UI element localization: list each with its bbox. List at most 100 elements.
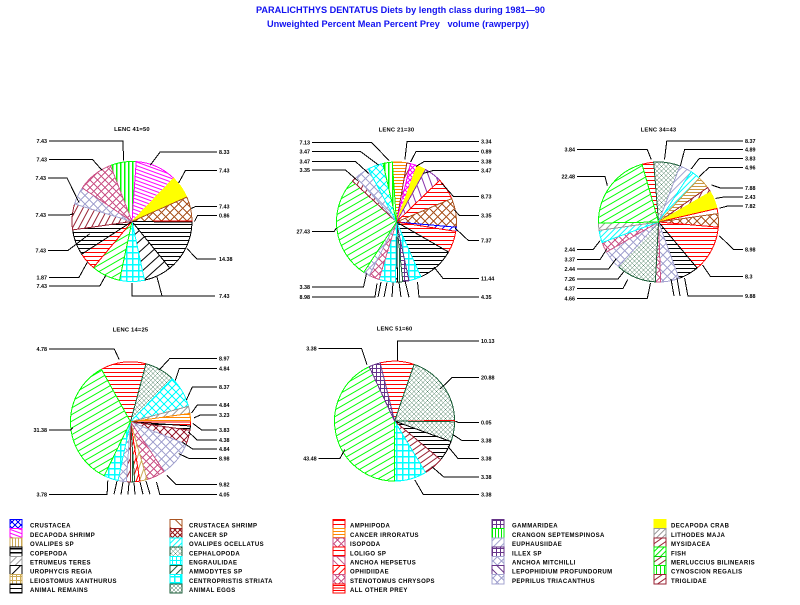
svg-text:ENGRAULIDAE: ENGRAULIDAE bbox=[189, 561, 237, 567]
svg-text:LENC 41=50: LENC 41=50 bbox=[114, 127, 150, 133]
svg-text:9.82: 9.82 bbox=[219, 483, 230, 489]
svg-text:TRIGLIDAE: TRIGLIDAE bbox=[671, 579, 707, 585]
svg-text:LENC 14=25: LENC 14=25 bbox=[113, 327, 149, 333]
svg-text:CENTROPRISTIS STRIATA: CENTROPRISTIS STRIATA bbox=[189, 579, 273, 585]
svg-text:COPEPODA: COPEPODA bbox=[30, 551, 68, 557]
svg-text:0.86: 0.86 bbox=[219, 213, 230, 219]
svg-text:7.82: 7.82 bbox=[745, 204, 756, 210]
svg-text:3.37: 3.37 bbox=[565, 258, 576, 264]
svg-text:8.98: 8.98 bbox=[300, 295, 311, 301]
svg-text:3.84: 3.84 bbox=[565, 148, 576, 154]
svg-text:7.43: 7.43 bbox=[37, 157, 48, 163]
svg-text:11.44: 11.44 bbox=[481, 276, 494, 282]
svg-text:MYSIDACEA: MYSIDACEA bbox=[671, 542, 711, 548]
svg-text:7.43: 7.43 bbox=[219, 294, 230, 300]
svg-text:3.47: 3.47 bbox=[481, 168, 492, 174]
svg-text:2.43: 2.43 bbox=[745, 195, 756, 201]
svg-text:8.3: 8.3 bbox=[745, 275, 753, 281]
svg-text:ANCHOA HEPSETUS: ANCHOA HEPSETUS bbox=[350, 561, 416, 567]
svg-text:2.44: 2.44 bbox=[565, 267, 576, 273]
svg-text:0.05: 0.05 bbox=[481, 421, 492, 427]
svg-text:FISH: FISH bbox=[671, 551, 686, 557]
svg-text:4.84: 4.84 bbox=[219, 367, 230, 373]
svg-text:3.47: 3.47 bbox=[300, 150, 311, 156]
svg-text:31.38: 31.38 bbox=[34, 428, 48, 434]
svg-text:22.48: 22.48 bbox=[562, 175, 576, 181]
svg-text:LOLIGO SP: LOLIGO SP bbox=[350, 551, 386, 557]
svg-text:LENC 34=43: LENC 34=43 bbox=[641, 128, 677, 134]
svg-text:4.96: 4.96 bbox=[745, 166, 756, 172]
svg-text:8.97: 8.97 bbox=[219, 357, 230, 363]
svg-text:ILLEX SP: ILLEX SP bbox=[512, 551, 542, 557]
svg-text:7.43: 7.43 bbox=[36, 249, 47, 255]
svg-text:MERLUCCIUS BILINEARIS: MERLUCCIUS BILINEARIS bbox=[671, 561, 755, 567]
svg-text:LENC 21=30: LENC 21=30 bbox=[379, 128, 415, 134]
svg-text:GAMMARIDEA: GAMMARIDEA bbox=[512, 524, 558, 530]
svg-text:3.78: 3.78 bbox=[37, 492, 48, 498]
svg-text:3.35: 3.35 bbox=[300, 168, 311, 174]
svg-text:8.37: 8.37 bbox=[219, 385, 230, 391]
svg-text:OVALIPES SP: OVALIPES SP bbox=[30, 542, 74, 548]
svg-text:PEPRILUS TRIACANTHUS: PEPRILUS TRIACANTHUS bbox=[512, 579, 595, 585]
svg-text:3.34: 3.34 bbox=[481, 140, 492, 146]
svg-text:ETRUMEUS TERES: ETRUMEUS TERES bbox=[30, 561, 91, 567]
svg-text:ANCHOA MITCHILLI: ANCHOA MITCHILLI bbox=[512, 561, 576, 567]
svg-text:3.38: 3.38 bbox=[481, 475, 492, 481]
svg-text:CYNOSCION REGALIS: CYNOSCION REGALIS bbox=[671, 570, 742, 576]
svg-text:7.43: 7.43 bbox=[219, 204, 230, 210]
svg-text:CEPHALOPODA: CEPHALOPODA bbox=[189, 551, 240, 557]
svg-text:Unweighted Percent Mean Percen: Unweighted Percent Mean Percent Prey vol… bbox=[267, 19, 529, 30]
svg-text:7.88: 7.88 bbox=[745, 186, 756, 192]
svg-text:3.38: 3.38 bbox=[481, 457, 492, 463]
svg-text:LEPOPHIDIUM PROFUNDORUM: LEPOPHIDIUM PROFUNDORUM bbox=[512, 570, 613, 576]
svg-text:3.83: 3.83 bbox=[219, 428, 230, 434]
svg-text:ALL OTHER PREY: ALL OTHER PREY bbox=[350, 588, 408, 594]
svg-text:4.37: 4.37 bbox=[565, 287, 576, 293]
svg-text:EUPHAUSIIDAE: EUPHAUSIIDAE bbox=[512, 542, 562, 548]
svg-text:AMMODYTES SP: AMMODYTES SP bbox=[189, 570, 242, 576]
svg-text:7.26: 7.26 bbox=[565, 277, 576, 283]
svg-text:4.78: 4.78 bbox=[37, 347, 48, 353]
svg-text:7.37: 7.37 bbox=[481, 239, 492, 245]
svg-text:DECAPODA SHRIMP: DECAPODA SHRIMP bbox=[30, 533, 95, 539]
svg-text:OPHIDIIDAE: OPHIDIIDAE bbox=[350, 570, 389, 576]
svg-text:CRANGON SEPTEMSPINOSA: CRANGON SEPTEMSPINOSA bbox=[512, 533, 605, 539]
svg-text:7.43: 7.43 bbox=[219, 168, 230, 174]
svg-text:LITHODES MAJA: LITHODES MAJA bbox=[671, 533, 725, 539]
svg-text:CRUSTACEA: CRUSTACEA bbox=[30, 524, 71, 530]
svg-text:2.44: 2.44 bbox=[565, 248, 576, 254]
svg-text:43.48: 43.48 bbox=[303, 457, 317, 463]
svg-text:CANCER IRRORATUS: CANCER IRRORATUS bbox=[350, 533, 419, 539]
svg-text:27.43: 27.43 bbox=[297, 230, 311, 236]
svg-text:3.38: 3.38 bbox=[481, 159, 492, 165]
svg-text:4.35: 4.35 bbox=[481, 295, 492, 301]
svg-text:3.47: 3.47 bbox=[300, 159, 311, 165]
svg-text:3.38: 3.38 bbox=[481, 493, 492, 499]
svg-text:STENOTOMUS CHRYSOPS: STENOTOMUS CHRYSOPS bbox=[350, 579, 435, 585]
svg-text:7.43: 7.43 bbox=[36, 213, 47, 219]
svg-text:20.88: 20.88 bbox=[481, 376, 495, 382]
svg-text:3.35: 3.35 bbox=[481, 213, 492, 219]
svg-text:4.89: 4.89 bbox=[745, 148, 756, 154]
svg-text:ISOPODA: ISOPODA bbox=[350, 542, 381, 548]
svg-text:3.23: 3.23 bbox=[219, 413, 230, 419]
svg-text:UROPHYCIS REGIA: UROPHYCIS REGIA bbox=[30, 570, 93, 576]
svg-text:4.38: 4.38 bbox=[219, 438, 230, 444]
svg-text:4.84: 4.84 bbox=[219, 403, 230, 409]
svg-text:10.13: 10.13 bbox=[481, 339, 495, 345]
svg-text:0.89: 0.89 bbox=[481, 150, 492, 156]
svg-text:14.38: 14.38 bbox=[219, 257, 233, 263]
svg-text:7.13: 7.13 bbox=[300, 141, 311, 147]
svg-text:8.98: 8.98 bbox=[219, 457, 230, 463]
svg-text:9.88: 9.88 bbox=[745, 294, 756, 300]
svg-text:3.83: 3.83 bbox=[745, 156, 756, 162]
svg-text:LEIOSTOMUS XANTHURUS: LEIOSTOMUS XANTHURUS bbox=[30, 579, 117, 585]
svg-text:8.37: 8.37 bbox=[745, 139, 756, 145]
svg-text:8.33: 8.33 bbox=[219, 150, 230, 156]
svg-text:ANIMAL EGGS: ANIMAL EGGS bbox=[189, 588, 236, 594]
svg-text:4.84: 4.84 bbox=[219, 447, 230, 453]
svg-text:4.66: 4.66 bbox=[565, 296, 576, 302]
svg-text:4.05: 4.05 bbox=[219, 492, 230, 498]
svg-text:3.38: 3.38 bbox=[300, 285, 311, 291]
svg-text:3.38: 3.38 bbox=[306, 347, 317, 353]
